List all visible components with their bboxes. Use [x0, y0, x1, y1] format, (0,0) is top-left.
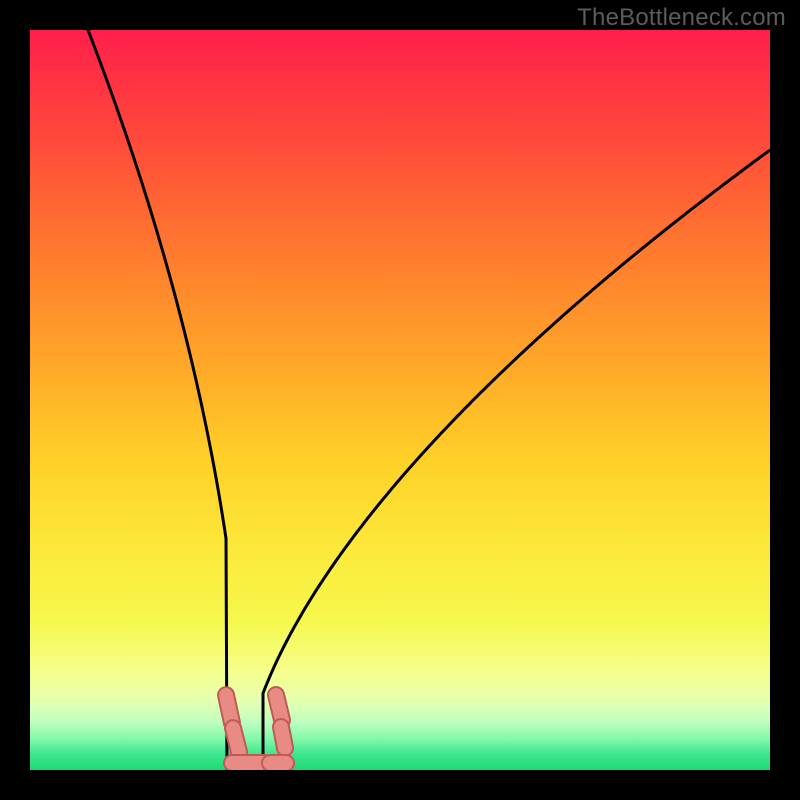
bottleneck-chart: [0, 0, 800, 800]
plot-area: [30, 30, 770, 770]
watermark-text: TheBottleneck.com: [577, 4, 786, 32]
chart-canvas: TheBottleneck.com: [0, 0, 800, 800]
marker-capsule: [262, 755, 294, 771]
